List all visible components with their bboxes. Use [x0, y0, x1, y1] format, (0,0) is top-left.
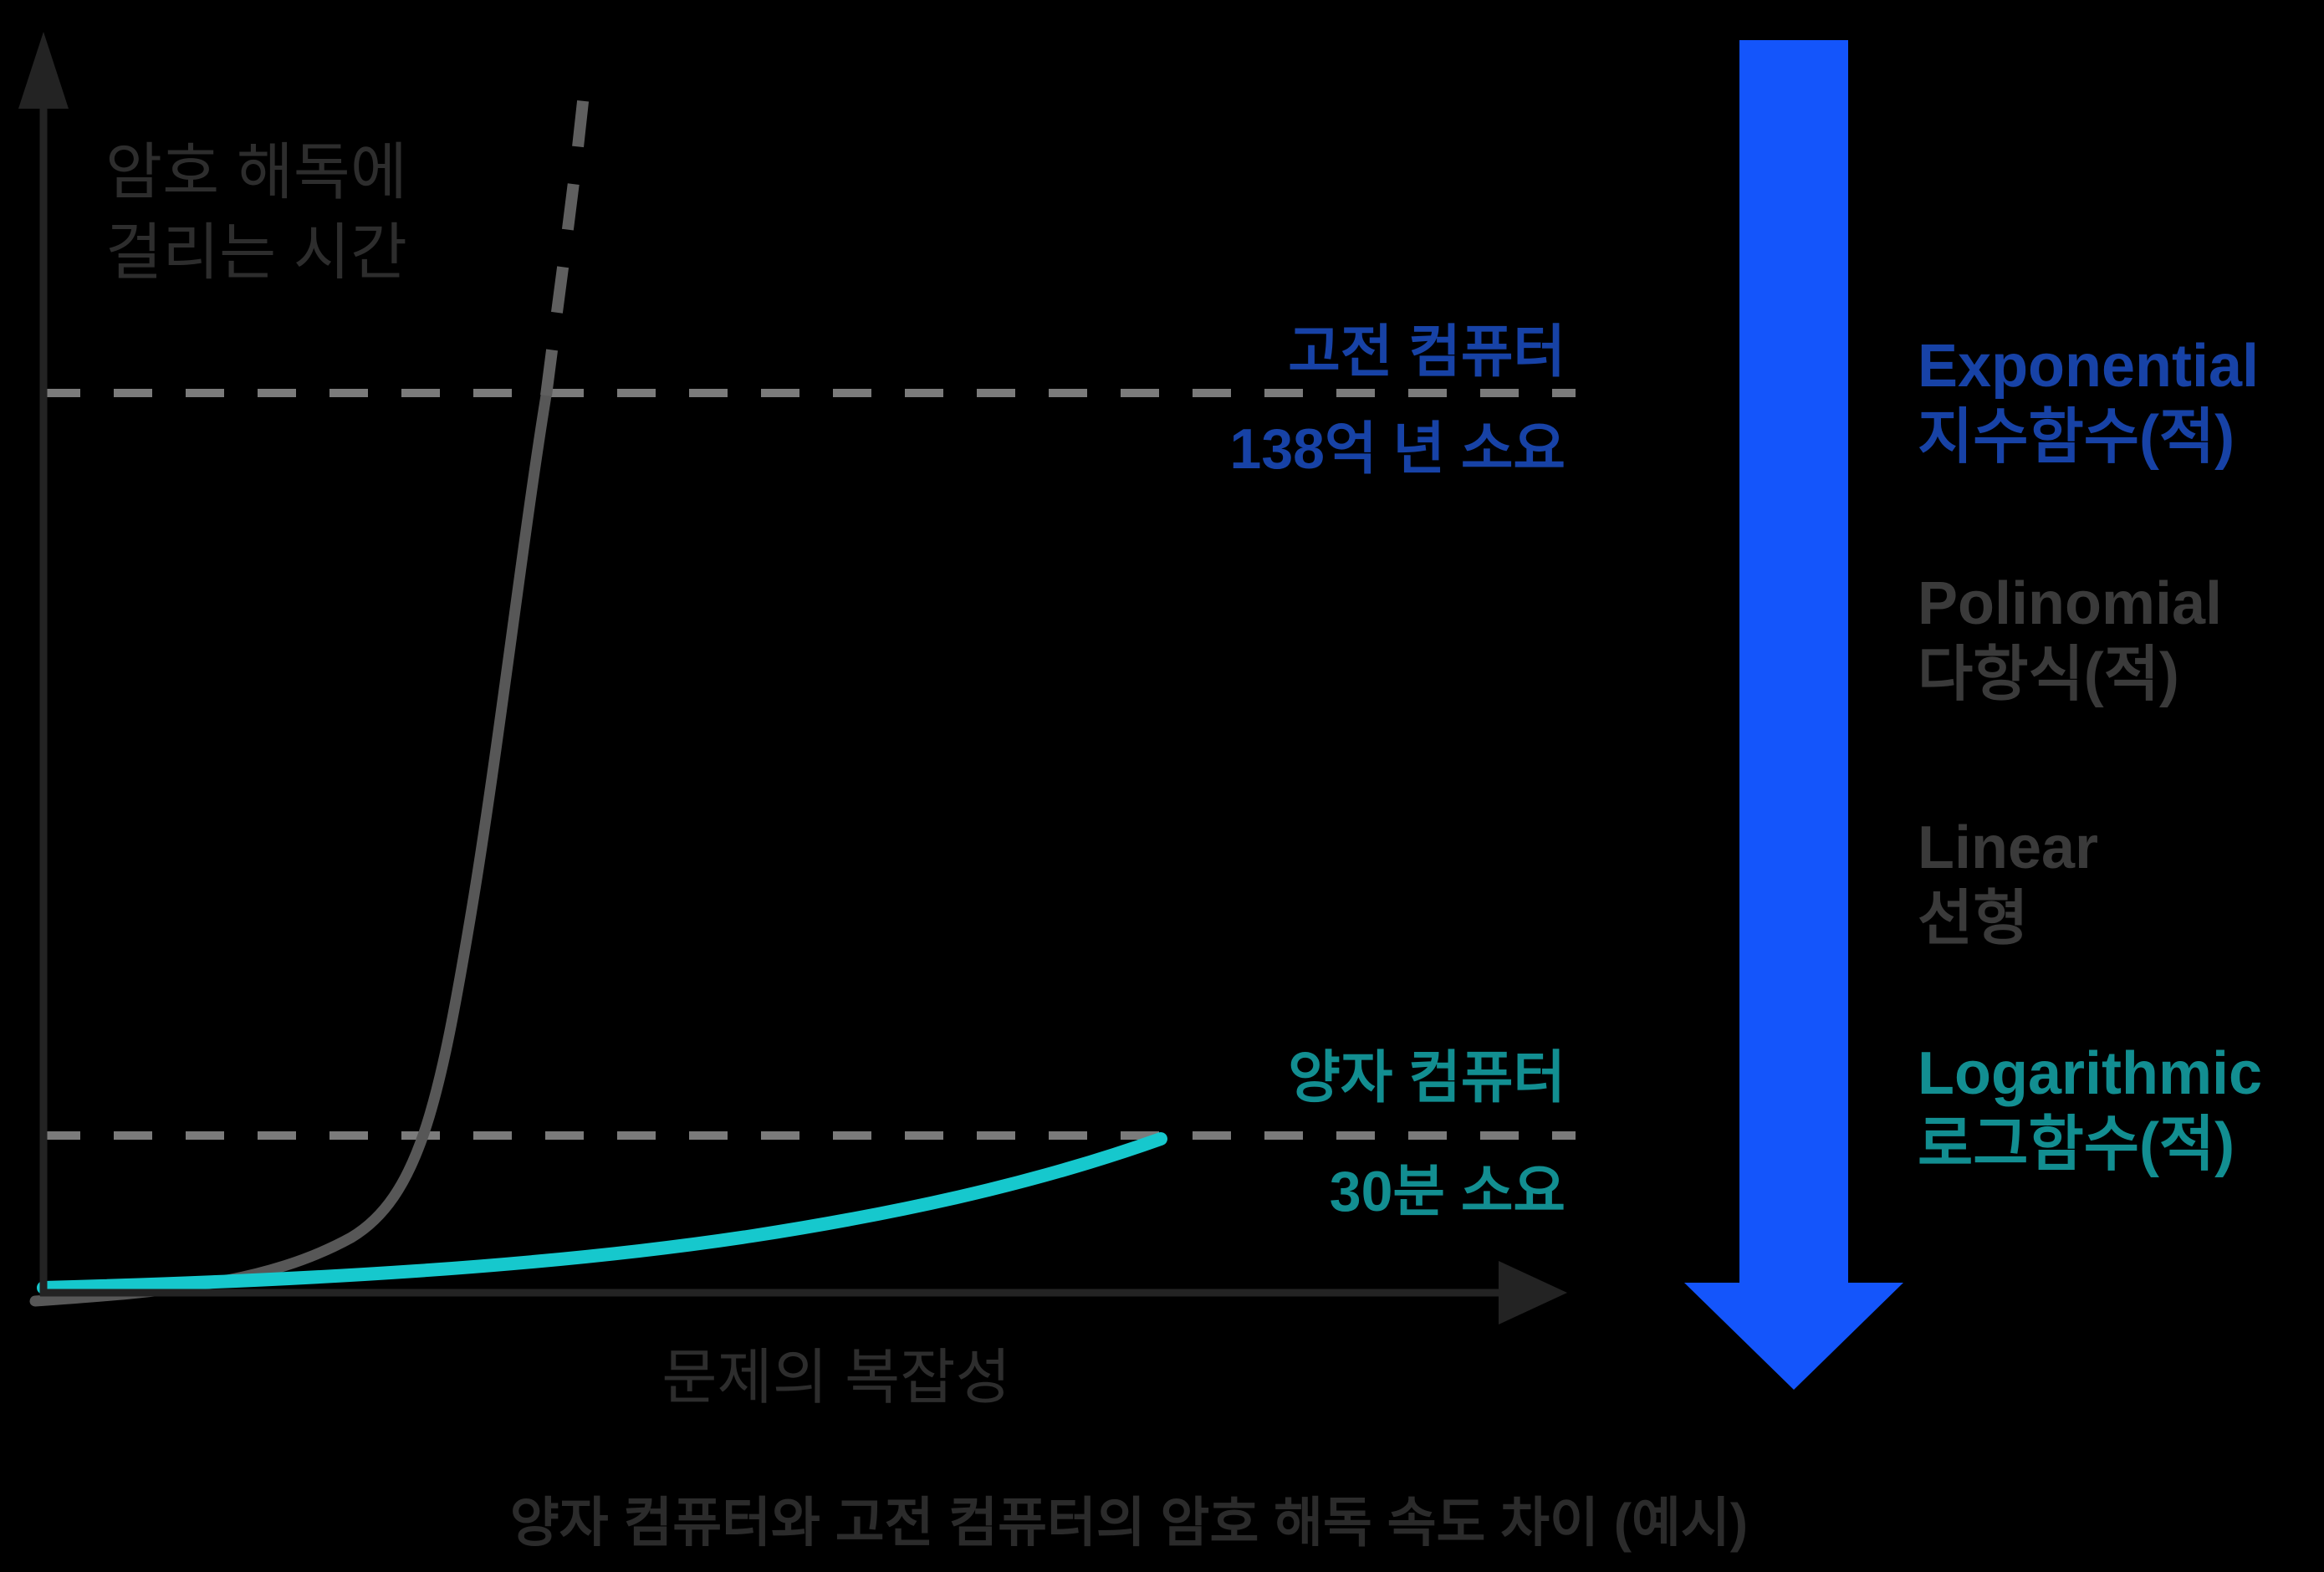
classical-curve [29, 390, 552, 1307]
quantum-computer-time: 30분 소요 [1329, 1160, 1566, 1223]
legend-logarithmic: Logarithmic 로그함수(적) [1918, 1040, 2263, 1178]
quantum-computer-label: 양자 컴퓨터 [1288, 1046, 1566, 1110]
classical-computer-label: 고전 컴퓨터 [1288, 320, 1566, 384]
y-axis-label: 암호 해독에 걸리는 시간 [105, 137, 407, 288]
down-arrow-icon [1684, 40, 1903, 1390]
chart-caption: 양자 컴퓨터와 고전 컴퓨터의 암호 해독 속도 차이 (예시) [509, 1493, 1749, 1553]
classical-curve-dashed-extension [540, 76, 591, 396]
y-axis-arrowhead-icon [18, 32, 69, 109]
legend-linear: Linear 선형 [1918, 814, 2099, 952]
classical-computer-time: 138억 년 소요 [1229, 417, 1566, 481]
legend-exponential: Exponential 지수함수(적) [1918, 333, 2260, 471]
quantum-curve [37, 1132, 1167, 1294]
x-axis-arrowhead-icon [1499, 1261, 1567, 1324]
x-axis-label: 문제의 복잡성 [661, 1345, 1011, 1411]
legend-polinomial: Polinomial 다항식(적) [1918, 570, 2223, 708]
